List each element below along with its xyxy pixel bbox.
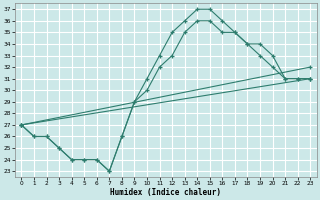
X-axis label: Humidex (Indice chaleur): Humidex (Indice chaleur) [110,188,221,197]
